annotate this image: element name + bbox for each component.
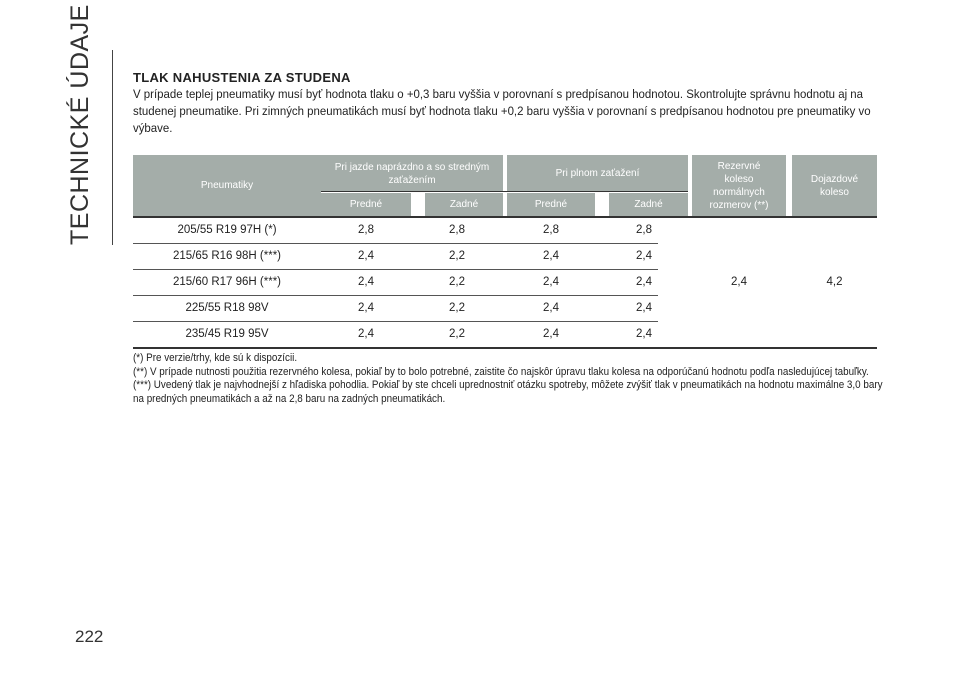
table-bottom-line bbox=[133, 347, 877, 349]
header-spare: Rezervné koleso normálnych rozmerov (**) bbox=[692, 155, 786, 216]
cell-nr: 2,2 bbox=[449, 276, 465, 288]
cell-nf: 2,4 bbox=[358, 250, 374, 262]
row-divider bbox=[133, 295, 658, 296]
cell-tire: 225/55 R18 98V bbox=[185, 302, 269, 314]
cell-tire: 215/60 R17 96H (***) bbox=[172, 276, 282, 288]
cell-fr: 2,4 bbox=[636, 302, 652, 314]
cell-ff: 2,4 bbox=[543, 276, 559, 288]
header-full-load: Pri plnom zaťažení bbox=[507, 155, 688, 192]
cell-nf: 2,4 bbox=[358, 302, 374, 314]
cell-nf: 2,4 bbox=[358, 328, 374, 340]
header-full-front: Predné bbox=[507, 193, 595, 216]
footnotes: (*) Pre verzie/trhy, kde sú k dispozícii… bbox=[133, 352, 886, 406]
section-divider bbox=[112, 50, 113, 245]
row-divider bbox=[133, 321, 658, 322]
header-tires: Pneumatiky bbox=[133, 155, 321, 216]
cell-fr: 2,8 bbox=[636, 224, 652, 236]
cell-nf: 2,4 bbox=[358, 276, 374, 288]
cell-ff: 2,8 bbox=[543, 224, 559, 236]
header-full-rear: Zadné bbox=[609, 193, 688, 216]
cell-nr: 2,2 bbox=[449, 328, 465, 340]
section-title: TECHNICKÉ ÚDAJE bbox=[66, 4, 94, 245]
cell-nr: 2,2 bbox=[449, 302, 465, 314]
header-divider bbox=[321, 191, 688, 192]
page-number: 222 bbox=[75, 627, 104, 646]
spare-value: 2,4 bbox=[731, 276, 747, 288]
header-temp-spare: Dojazdové koleso bbox=[792, 155, 877, 216]
header-bottom-line bbox=[133, 216, 877, 218]
header-normal-load: Pri jazde naprázdno a so stredným zaťaže… bbox=[321, 155, 503, 192]
footnote: (**) V prípade nutnosti použitia rezervn… bbox=[133, 365, 869, 378]
cell-fr: 2,4 bbox=[636, 276, 652, 288]
header-normal-front: Predné bbox=[321, 193, 411, 216]
cell-tire: 235/45 R19 95V bbox=[185, 328, 269, 340]
cell-ff: 2,4 bbox=[543, 250, 559, 262]
row-divider bbox=[133, 269, 658, 270]
footnote: (*) Pre verzie/trhy, kde sú k dispozícii… bbox=[133, 352, 298, 364]
row-divider bbox=[133, 243, 658, 244]
cell-nf: 2,8 bbox=[358, 224, 374, 236]
header-normal-rear: Zadné bbox=[425, 193, 503, 216]
cell-ff: 2,4 bbox=[543, 328, 559, 340]
cell-fr: 2,4 bbox=[636, 328, 652, 340]
cell-fr: 2,4 bbox=[636, 250, 652, 262]
heading: TLAK NAHUSTENIA ZA STUDENA bbox=[133, 70, 351, 85]
cell-tire: 215/65 R16 98H (***) bbox=[172, 250, 282, 262]
cell-tire: 205/55 R19 97H (*) bbox=[177, 224, 277, 236]
cell-ff: 2,4 bbox=[543, 302, 559, 314]
cell-nr: 2,8 bbox=[449, 224, 465, 236]
temp-spare-value: 4,2 bbox=[826, 276, 843, 288]
cell-nr: 2,2 bbox=[449, 250, 465, 262]
footnote: (***) Uvedený tlak je najvhodnejší z hľa… bbox=[133, 379, 883, 405]
intro-paragraph: V prípade teplej pneumatiky musí byť hod… bbox=[133, 87, 871, 135]
